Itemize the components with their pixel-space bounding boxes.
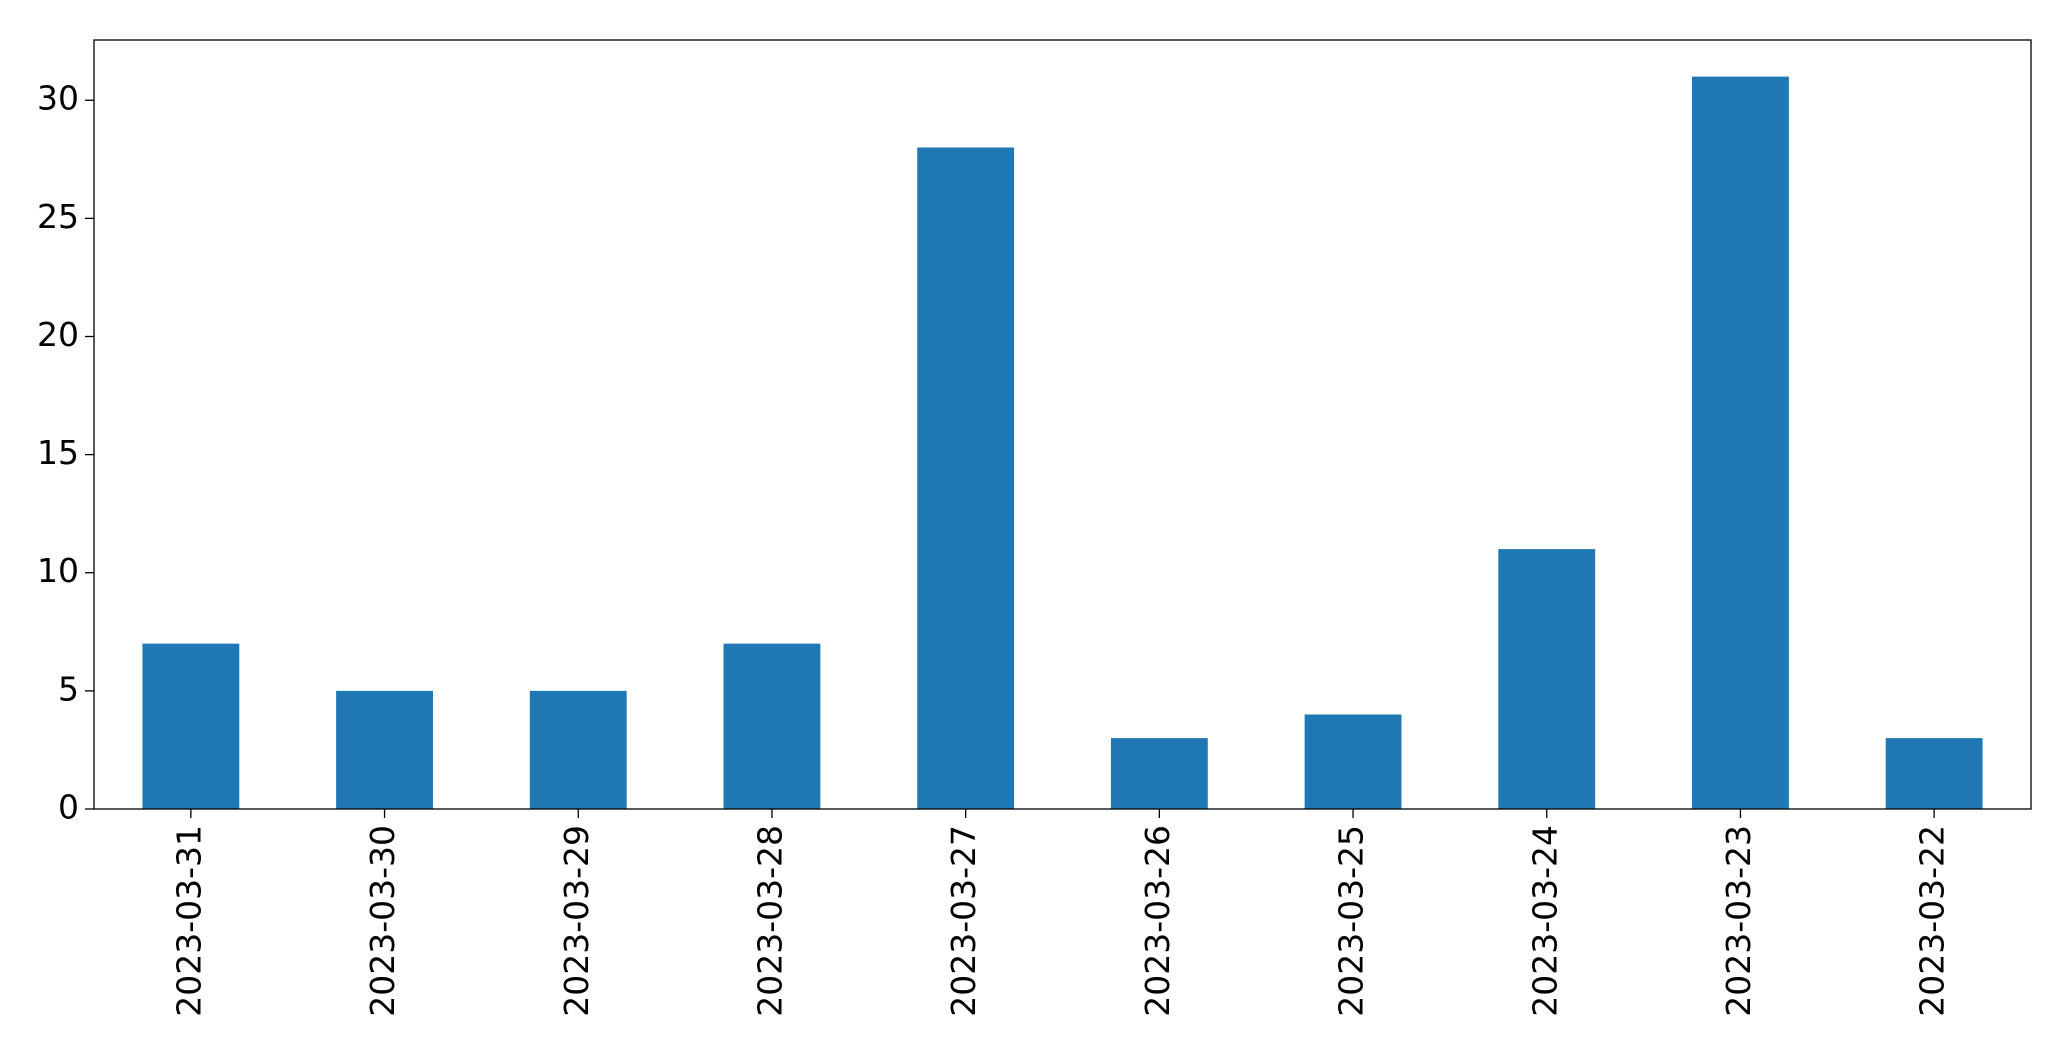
- x-tick-label: 2023-03-31: [169, 825, 208, 1017]
- y-tick-label: 5: [58, 669, 79, 708]
- bar: [142, 643, 240, 809]
- x-tick-label: 2023-03-27: [944, 825, 983, 1017]
- y-tick-label: 30: [37, 79, 79, 118]
- y-tick-label: 10: [37, 551, 79, 590]
- y-tick-label: 15: [37, 433, 79, 472]
- x-tick-label: 2023-03-29: [557, 825, 596, 1017]
- bar: [1304, 714, 1402, 809]
- bar: [1692, 76, 1789, 810]
- bar: [917, 147, 1015, 809]
- bar: [723, 643, 821, 809]
- x-tick-label: 2023-03-25: [1332, 825, 1371, 1017]
- x-tick-label: 2023-03-23: [1719, 825, 1758, 1017]
- plot-frame: [93, 39, 2032, 810]
- bar: [1498, 549, 1596, 809]
- x-tick-label: 2023-03-28: [750, 825, 789, 1017]
- y-tick-label: 25: [37, 197, 79, 236]
- bar: [1885, 738, 1983, 809]
- bar: [1110, 738, 1208, 809]
- x-tick-label: 2023-03-22: [1913, 825, 1952, 1017]
- bar: [529, 690, 627, 809]
- x-tick-label: 2023-03-26: [1138, 825, 1177, 1017]
- y-tick-label: 0: [58, 788, 79, 827]
- bar: [336, 690, 433, 809]
- x-tick-label: 2023-03-30: [363, 825, 402, 1017]
- y-tick-label: 20: [37, 315, 79, 354]
- x-tick-label: 2023-03-24: [1525, 825, 1564, 1017]
